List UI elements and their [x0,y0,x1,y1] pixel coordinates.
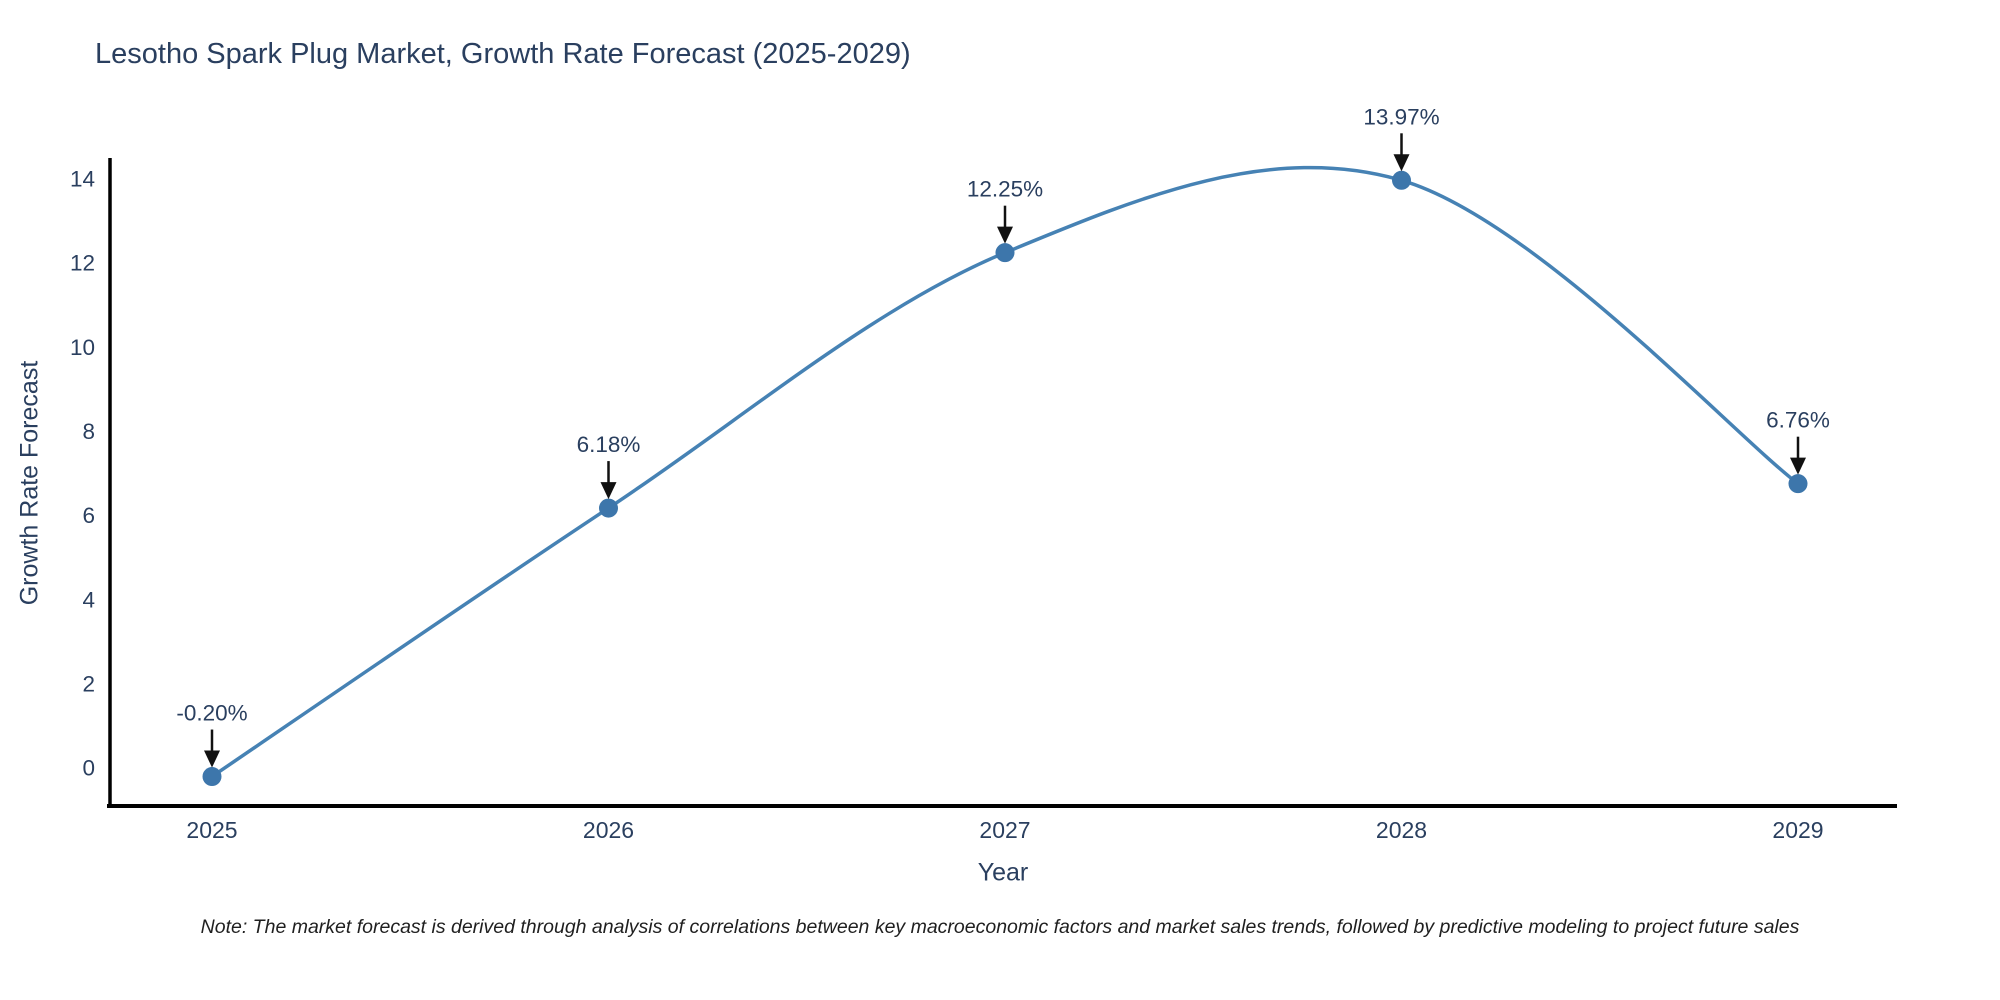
annotation-arrow-head [204,750,220,768]
x-tick-label: 2028 [1376,817,1427,843]
y-tick-label: 0 [82,756,95,781]
x-tick-label: 2027 [979,817,1030,843]
data-point-marker [1788,474,1808,494]
annotation-arrow-head [1790,457,1806,475]
data-point-marker [599,498,618,518]
footnote: Note: The market forecast is derived thr… [200,916,1800,938]
y-tick-label: 8 [82,419,95,444]
data-point-marker [1392,170,1411,190]
data-point-marker [202,767,222,787]
y-tick-label: 6 [82,503,95,528]
x-axis-title: Year [977,858,1029,887]
annotation-arrow-head [600,482,617,500]
y-tick-label: 4 [82,587,95,612]
point-annotation: 12.25% [967,177,1043,202]
point-annotation: 6.18% [577,432,641,457]
x-tick-label: 2026 [583,817,634,843]
point-annotation: 13.97% [1363,104,1439,129]
y-tick-label: 14 [70,167,95,192]
point-annotation: -0.20% [176,701,247,726]
chart-title: Lesotho Spark Plug Market, Growth Rate F… [95,38,911,70]
point-annotation: 6.76% [1766,408,1830,433]
annotation-arrow-head [1393,154,1410,172]
y-tick-label: 2 [82,671,95,696]
annotation-arrow-head [997,226,1013,244]
y-tick-label: 12 [70,251,95,276]
x-tick-label: 2029 [1772,817,1823,843]
y-tick-label: 10 [70,335,95,360]
x-tick-label: 2025 [186,817,237,843]
data-point-marker [995,243,1015,263]
